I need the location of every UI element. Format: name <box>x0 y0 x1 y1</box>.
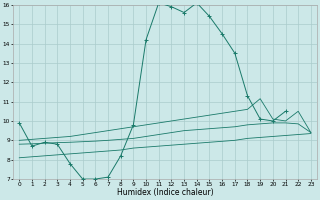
X-axis label: Humidex (Indice chaleur): Humidex (Indice chaleur) <box>117 188 213 197</box>
